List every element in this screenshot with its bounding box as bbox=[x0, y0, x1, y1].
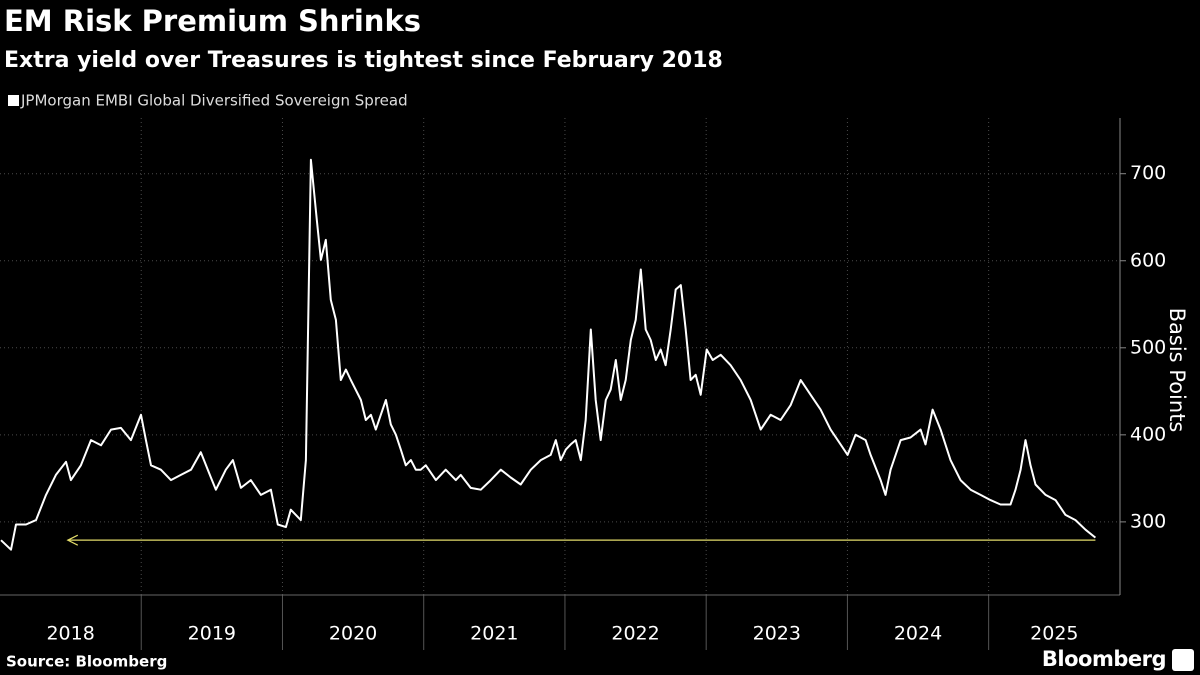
y-tick-label: 600 bbox=[1130, 249, 1166, 271]
legend-swatch bbox=[8, 95, 19, 106]
y-tick-label: 500 bbox=[1130, 336, 1166, 358]
x-tick-label: 2022 bbox=[611, 623, 659, 645]
x-tick-label: 2023 bbox=[753, 623, 801, 645]
annotation-arrowhead bbox=[66, 534, 79, 546]
x-tick-label: 2021 bbox=[470, 623, 518, 645]
y-tick-label: 700 bbox=[1130, 162, 1166, 184]
legend-label: JPMorgan EMBI Global Diversified Soverei… bbox=[20, 92, 408, 110]
data-line bbox=[0, 158, 1097, 551]
y-tick-label: 300 bbox=[1130, 510, 1166, 532]
logo-icon bbox=[1172, 649, 1194, 671]
x-tick-label: 2018 bbox=[46, 623, 94, 645]
source-note: Source: Bloomberg bbox=[6, 653, 167, 671]
chart-title: EM Risk Premium Shrinks bbox=[4, 4, 421, 38]
x-tick-label: 2020 bbox=[329, 623, 377, 645]
chart-subtitle: Extra yield over Treasures is tightest s… bbox=[4, 48, 723, 73]
y-axis-title: Basis Points bbox=[1165, 308, 1189, 433]
x-tick-label: 2024 bbox=[894, 623, 942, 645]
x-tick-label: 2025 bbox=[1030, 623, 1078, 645]
x-tick-label: 2019 bbox=[188, 623, 236, 645]
y-tick-label: 400 bbox=[1130, 423, 1166, 445]
logo: Bloomberg bbox=[1042, 647, 1166, 671]
